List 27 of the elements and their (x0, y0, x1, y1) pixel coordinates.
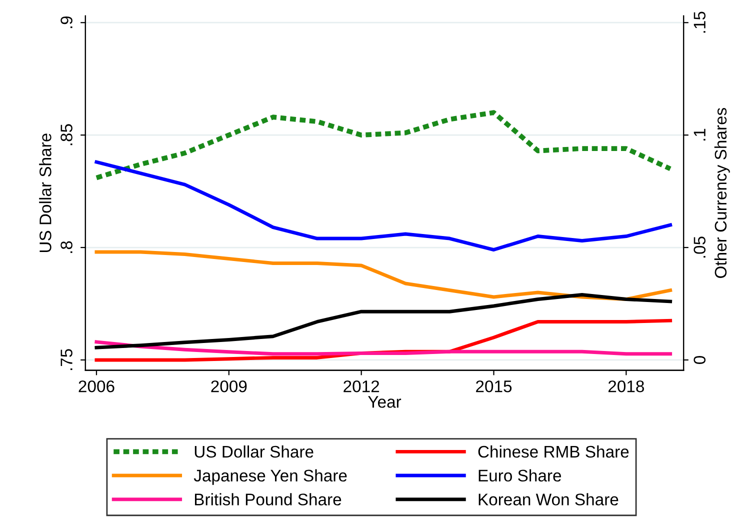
line-series (94, 293, 672, 350)
y2-tick-label: .15 (694, 12, 706, 33)
legend-label: Korean Won Share (478, 493, 618, 506)
line-series (94, 340, 672, 356)
x-tick-label: 2018 (608, 380, 644, 392)
x-tick-label: 2015 (476, 380, 512, 392)
y-tick-label: .9 (60, 16, 72, 28)
line-series (94, 250, 672, 301)
x-tick-label: 2012 (344, 380, 380, 392)
y2-tick-label: .05 (694, 236, 706, 258)
line-series (94, 110, 673, 180)
y-tick-label: .8 (60, 241, 72, 253)
y2-tick-label: .1 (694, 128, 706, 140)
legend-label: Euro Share (478, 469, 562, 482)
line-series (94, 160, 672, 252)
x-axis-title: Year (368, 396, 402, 408)
legend-label: Chinese RMB Share (478, 445, 629, 458)
y-tick-label: .85 (60, 124, 72, 146)
y-axis-title: US Dollar Share (39, 134, 52, 252)
y-tick-label: .75 (60, 349, 72, 370)
legend-label: US Dollar Share (194, 445, 314, 458)
y2-tick-label: 0 (694, 356, 706, 364)
legend-label: Japanese Yen Share (194, 469, 347, 485)
legend-label: British Pound Share (194, 493, 342, 506)
x-tick-label: 2009 (211, 380, 247, 392)
x-tick-label: 2006 (78, 380, 114, 392)
y2-axis-title: Other Currency Shares (714, 108, 730, 278)
